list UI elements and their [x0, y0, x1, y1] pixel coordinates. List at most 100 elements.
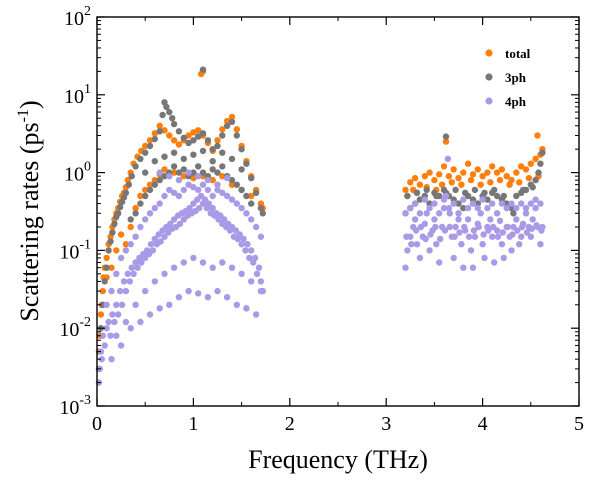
point-4ph-98 [151, 204, 158, 212]
point-3ph-52 [146, 186, 154, 194]
point-total-90 [479, 173, 486, 180]
point-total-115 [487, 179, 494, 186]
point-4ph-21 [132, 259, 139, 266]
point-3ph-102 [474, 200, 481, 207]
point-4ph-110 [209, 192, 216, 200]
point-4ph-49 [186, 204, 193, 212]
series-4ph [95, 155, 546, 386]
point-4ph-239 [493, 210, 501, 217]
point-4ph-161 [402, 264, 409, 271]
point-3ph-21 [151, 135, 158, 143]
point-total-82 [442, 138, 450, 145]
y-tick-label: 101 [64, 82, 91, 108]
point-4ph-31 [151, 235, 158, 243]
point-total-74 [407, 179, 414, 186]
point-4ph-150 [238, 270, 245, 277]
point-3ph-45 [252, 189, 260, 196]
point-4ph-93 [127, 241, 134, 248]
point-4ph-177 [440, 204, 448, 212]
point-4ph-10 [111, 318, 118, 326]
point-4ph-261 [461, 223, 468, 231]
point-4ph-165 [411, 216, 419, 223]
point-4ph-20 [130, 270, 137, 277]
point-total-62 [209, 176, 216, 184]
point-total-100 [527, 160, 534, 167]
point-4ph-133 [223, 294, 231, 301]
point-total-112 [458, 181, 465, 188]
point-total-98 [518, 163, 525, 170]
point-4ph-96 [142, 216, 149, 223]
legend-marker-4ph [485, 97, 493, 105]
point-3ph-125 [471, 186, 479, 194]
point-4ph-75 [236, 231, 243, 238]
point-3ph-5 [105, 247, 112, 254]
point-4ph-120 [257, 233, 265, 240]
point-4ph-234 [469, 200, 477, 207]
point-total-7 [103, 254, 110, 262]
point-total-52 [137, 192, 144, 200]
point-total-89 [474, 166, 481, 173]
point-total-97 [513, 169, 520, 176]
point-4ph-230 [450, 200, 457, 207]
point-4ph-198 [489, 233, 496, 240]
point-total-50 [127, 223, 134, 231]
point-4ph-129 [185, 287, 192, 295]
point-total-49 [122, 241, 130, 248]
point-4ph-151 [248, 278, 255, 285]
point-4ph-143 [170, 264, 178, 271]
point-4ph-265 [480, 231, 487, 238]
point-4ph-262 [465, 233, 473, 240]
point-total-4 [99, 287, 107, 295]
point-4ph-276 [533, 222, 540, 229]
point-4ph-152 [257, 287, 265, 295]
point-total-30 [175, 141, 183, 148]
point-3ph-54 [156, 176, 163, 184]
point-4ph-174 [433, 241, 440, 248]
point-3ph-115 [535, 169, 542, 176]
point-3ph-84 [238, 166, 245, 173]
legend-label-4ph: 4ph [505, 94, 527, 109]
point-3ph-130 [519, 186, 527, 194]
point-total-113 [467, 176, 475, 184]
point-4ph-193 [477, 210, 484, 217]
point-4ph-185 [458, 241, 465, 248]
point-4ph-76 [238, 241, 245, 248]
point-3ph-47 [259, 210, 266, 217]
y-tick-label: 10-3 [59, 393, 91, 419]
point-3ph-83 [228, 155, 236, 163]
point-4ph-270 [504, 223, 511, 231]
point-3ph-108 [503, 200, 510, 207]
point-3ph-82 [219, 149, 226, 156]
point-4ph-61 [209, 204, 216, 212]
point-3ph-35 [204, 137, 212, 144]
point-total-42 [233, 126, 240, 133]
point-4ph-15 [120, 278, 128, 285]
point-4ph-184 [455, 216, 462, 223]
point-4ph-140 [142, 287, 149, 295]
point-4ph-90 [113, 270, 120, 277]
point-4ph-135 [243, 305, 250, 312]
point-3ph-11 [116, 203, 124, 211]
point-3ph-20 [146, 142, 154, 150]
point-total-27 [161, 127, 168, 134]
point-3ph-118 [404, 192, 411, 200]
point-4ph-156 [185, 169, 192, 176]
x-tick-label: 1 [188, 413, 198, 435]
point-4ph-6 [103, 325, 110, 332]
point-4ph-260 [456, 229, 463, 236]
point-4ph-237 [484, 204, 491, 212]
point-4ph-180 [446, 210, 453, 217]
point-4ph-145 [190, 254, 197, 262]
point-4ph-256 [437, 235, 444, 243]
point-3ph-43 [243, 160, 250, 167]
point-total-41 [228, 113, 236, 121]
point-4ph-112 [219, 189, 226, 196]
x-tick-label: 0 [92, 413, 102, 435]
point-3ph-95 [442, 133, 450, 140]
point-3ph-61 [190, 169, 197, 176]
point-total-66 [248, 192, 255, 200]
point-total-78 [426, 169, 433, 176]
point-3ph-22 [156, 128, 163, 135]
point-3ph-80 [199, 147, 207, 155]
